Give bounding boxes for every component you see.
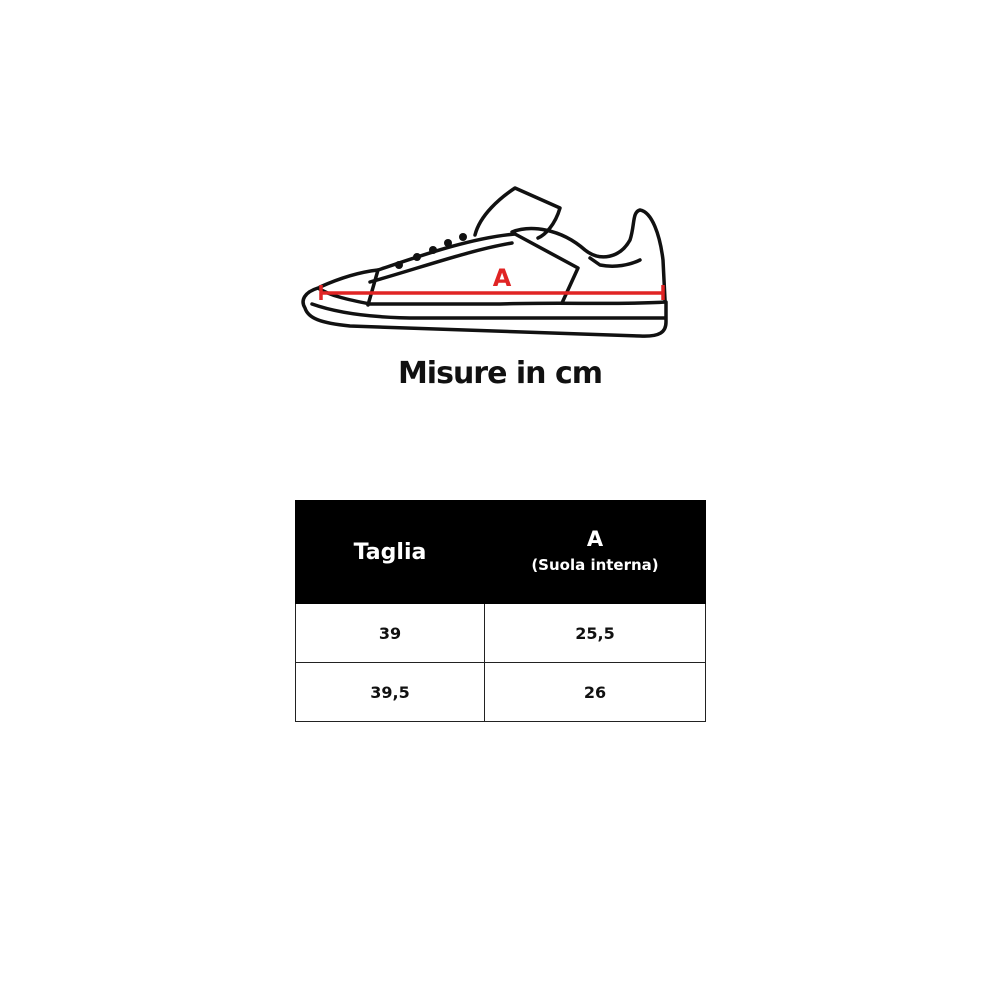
lace-eyelet	[459, 233, 467, 241]
tongue	[473, 186, 562, 240]
cell-length: 25,5	[484, 603, 706, 663]
cell-size: 39,5	[295, 662, 485, 722]
cell-length: 26	[484, 662, 706, 722]
lace-eyelet	[444, 239, 452, 247]
lace-eyelet	[413, 253, 421, 261]
size-table: Taglia A (Suola interna) 39 25,5 39,5 26	[295, 500, 706, 722]
sole-line	[310, 302, 667, 320]
table-row: 39,5 26	[295, 662, 706, 722]
lace-eyelet	[429, 246, 437, 254]
collar	[510, 208, 667, 302]
lace-eyelet	[395, 261, 403, 269]
header-a: A (Suola interna)	[484, 500, 706, 604]
table-row: 39 25,5	[295, 603, 706, 663]
header-a-sublabel: (Suola interna)	[531, 556, 659, 574]
header-a-label: A	[586, 527, 604, 551]
page-title: Misure in cm	[397, 356, 603, 391]
measure-label: A	[493, 264, 512, 292]
heel-line	[588, 256, 642, 268]
cell-size: 39	[295, 603, 485, 663]
header-taglia: Taglia	[295, 500, 485, 604]
table-header-row: Taglia A (Suola interna)	[295, 500, 706, 604]
lace-panel	[368, 241, 514, 284]
sole-outline	[301, 286, 668, 338]
